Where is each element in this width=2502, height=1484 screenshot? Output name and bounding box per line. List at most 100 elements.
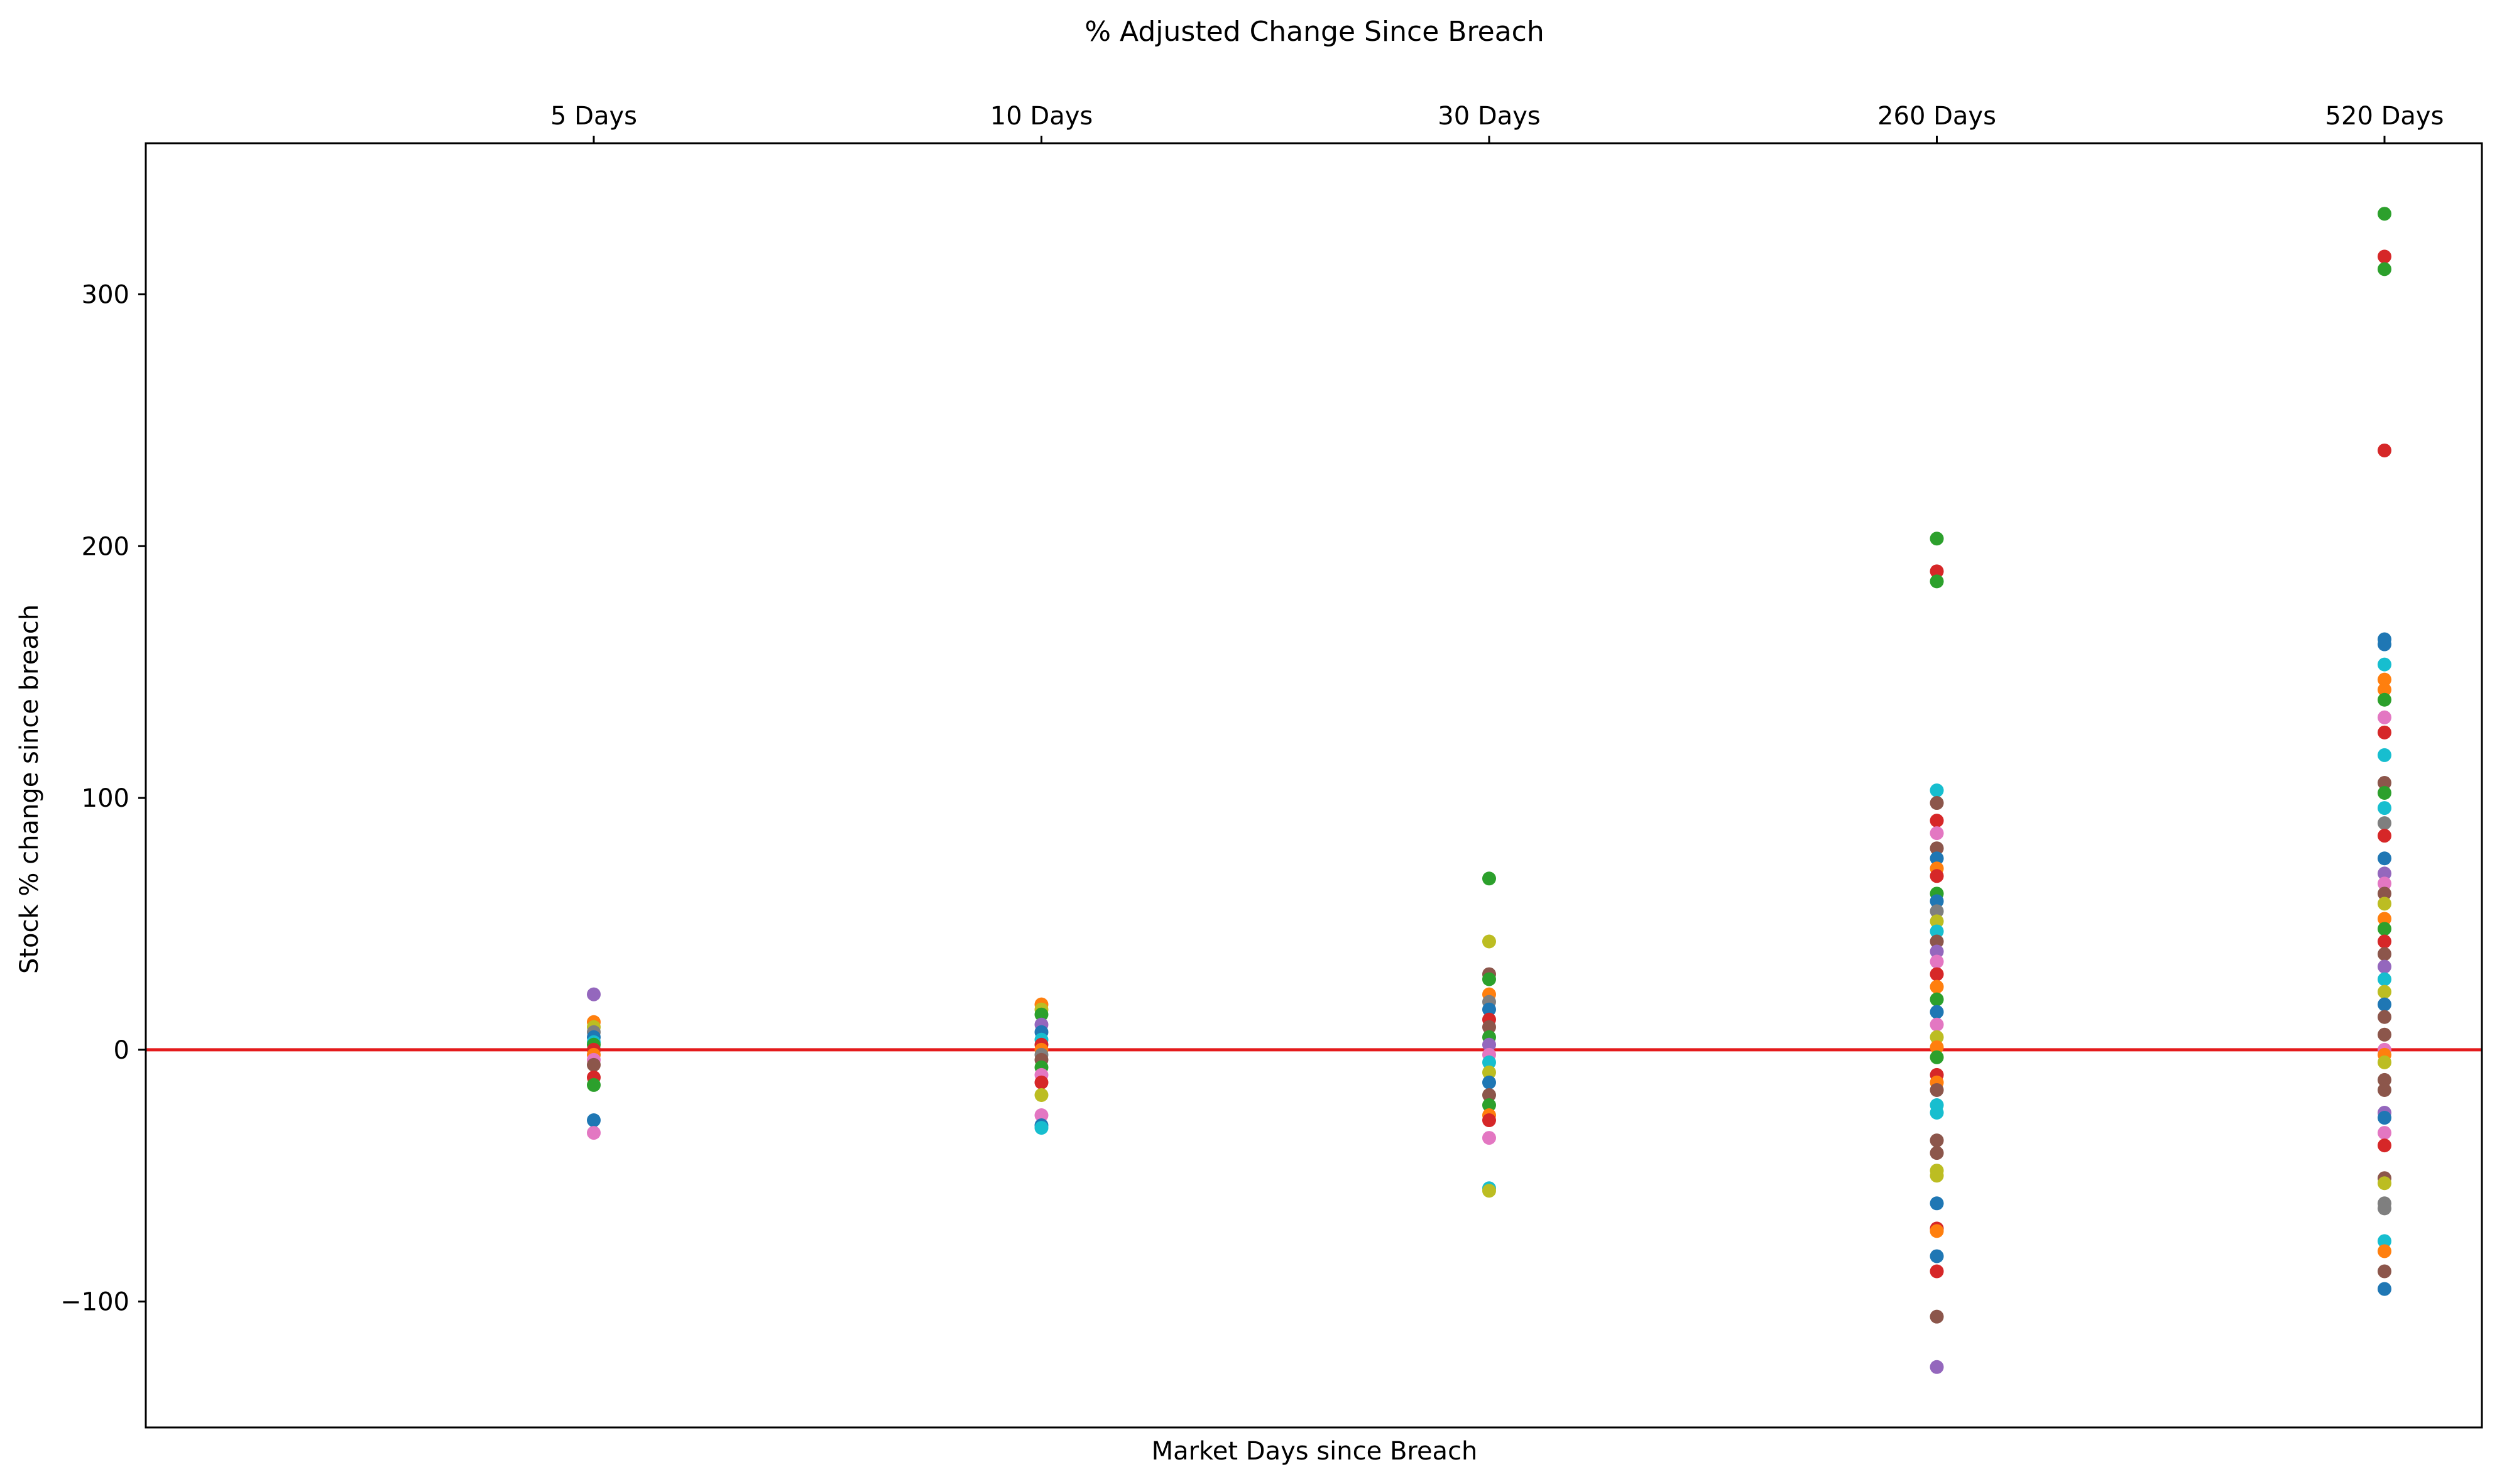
data-point	[1930, 1169, 1944, 1183]
data-point	[2378, 887, 2391, 901]
data-point	[1930, 826, 1944, 841]
data-point	[2378, 1010, 2391, 1024]
data-point	[1930, 979, 1944, 994]
data-point	[1482, 1020, 1496, 1034]
x-axis-label: Market Days since Breach	[1152, 1437, 1478, 1466]
data-point	[2378, 710, 2391, 724]
data-point	[2378, 1138, 2391, 1153]
data-point	[1482, 1088, 1496, 1102]
data-point	[587, 1113, 601, 1128]
data-point	[2378, 1072, 2391, 1087]
data-point	[587, 1078, 601, 1092]
data-point	[2378, 1234, 2391, 1248]
data-point	[1482, 1131, 1496, 1145]
data-point	[1034, 1007, 1049, 1022]
data-point	[1930, 924, 1944, 939]
data-point	[1930, 1264, 1944, 1279]
y-tick-label: 100	[82, 784, 129, 813]
data-point	[2378, 657, 2391, 672]
x-tick-label: 5 Days	[550, 102, 637, 131]
data-point	[2378, 1264, 2391, 1279]
data-point	[587, 987, 601, 1001]
data-point	[2378, 1055, 2391, 1069]
data-point	[2378, 207, 2391, 221]
data-point	[1482, 934, 1496, 949]
data-point	[1930, 1050, 1944, 1064]
data-point	[587, 1057, 601, 1072]
data-point	[1930, 904, 1944, 919]
chart-title: % Adjusted Change Since Breach	[1084, 16, 1544, 48]
x-tick-label: 260 Days	[1877, 102, 1996, 131]
data-point	[2378, 997, 2391, 1012]
data-point	[1930, 574, 1944, 589]
data-point	[1930, 1146, 1944, 1160]
data-point	[2378, 876, 2391, 891]
data-point	[2378, 786, 2391, 800]
data-point	[2378, 1176, 2391, 1191]
data-point	[2378, 959, 2391, 974]
data-point	[2378, 672, 2391, 687]
x-tick-label: 520 Days	[2325, 102, 2444, 131]
data-point	[1034, 1088, 1049, 1102]
data-point	[1930, 869, 1944, 883]
data-point	[1930, 1017, 1944, 1032]
data-point	[1930, 1133, 1944, 1148]
data-point	[1930, 1224, 1944, 1238]
x-tick-label: 30 Days	[1438, 102, 1540, 131]
data-point	[2378, 725, 2391, 739]
y-axis-label: Stock % change since breach	[15, 604, 44, 974]
data-points	[587, 207, 2391, 1374]
data-point	[2378, 443, 2391, 457]
data-point	[2378, 816, 2391, 831]
data-point	[2378, 972, 2391, 986]
data-point	[1482, 1113, 1496, 1128]
data-point	[1482, 1098, 1496, 1112]
data-point	[1930, 814, 1944, 828]
y-tick-label: 300	[82, 280, 129, 309]
data-point	[1930, 783, 1944, 798]
data-point	[1930, 1196, 1944, 1211]
y-tick-label: −100	[60, 1288, 129, 1317]
data-point	[2378, 682, 2391, 697]
data-point	[1034, 1075, 1049, 1089]
data-point	[2378, 748, 2391, 762]
data-point	[1930, 944, 1944, 959]
data-point	[1482, 1002, 1496, 1017]
data-point	[2378, 866, 2391, 881]
data-point	[2378, 692, 2391, 707]
data-point	[2378, 912, 2391, 926]
data-point	[1482, 1075, 1496, 1089]
data-point	[1482, 1055, 1496, 1069]
data-point	[1930, 1040, 1944, 1054]
data-point	[1482, 972, 1496, 986]
data-point	[1930, 564, 1944, 579]
data-point	[1482, 1037, 1496, 1052]
x-axis-ticks: 5 Days 10 Days 30 Days 260 Days 520 Days	[550, 102, 2444, 143]
data-point	[2378, 262, 2391, 276]
data-point	[2378, 1282, 2391, 1296]
data-point	[1482, 871, 1496, 886]
data-point	[1930, 851, 1944, 866]
data-point	[2378, 829, 2391, 843]
y-tick-label: 200	[82, 532, 129, 561]
data-point	[2378, 985, 2391, 999]
data-point	[1930, 796, 1944, 810]
data-point	[2378, 947, 2391, 961]
data-point	[1930, 1360, 1944, 1374]
data-point	[2378, 1201, 2391, 1216]
data-point	[2378, 1126, 2391, 1140]
data-point	[1930, 1030, 1944, 1044]
data-point	[1930, 967, 1944, 981]
data-point	[2378, 922, 2391, 936]
data-point	[1930, 1005, 1944, 1019]
data-point	[2378, 249, 2391, 264]
data-point	[1930, 532, 1944, 546]
data-point	[1034, 1108, 1049, 1123]
data-point	[1482, 1184, 1496, 1198]
data-point	[2378, 851, 2391, 866]
data-point	[2378, 775, 2391, 790]
data-point	[2378, 637, 2391, 652]
